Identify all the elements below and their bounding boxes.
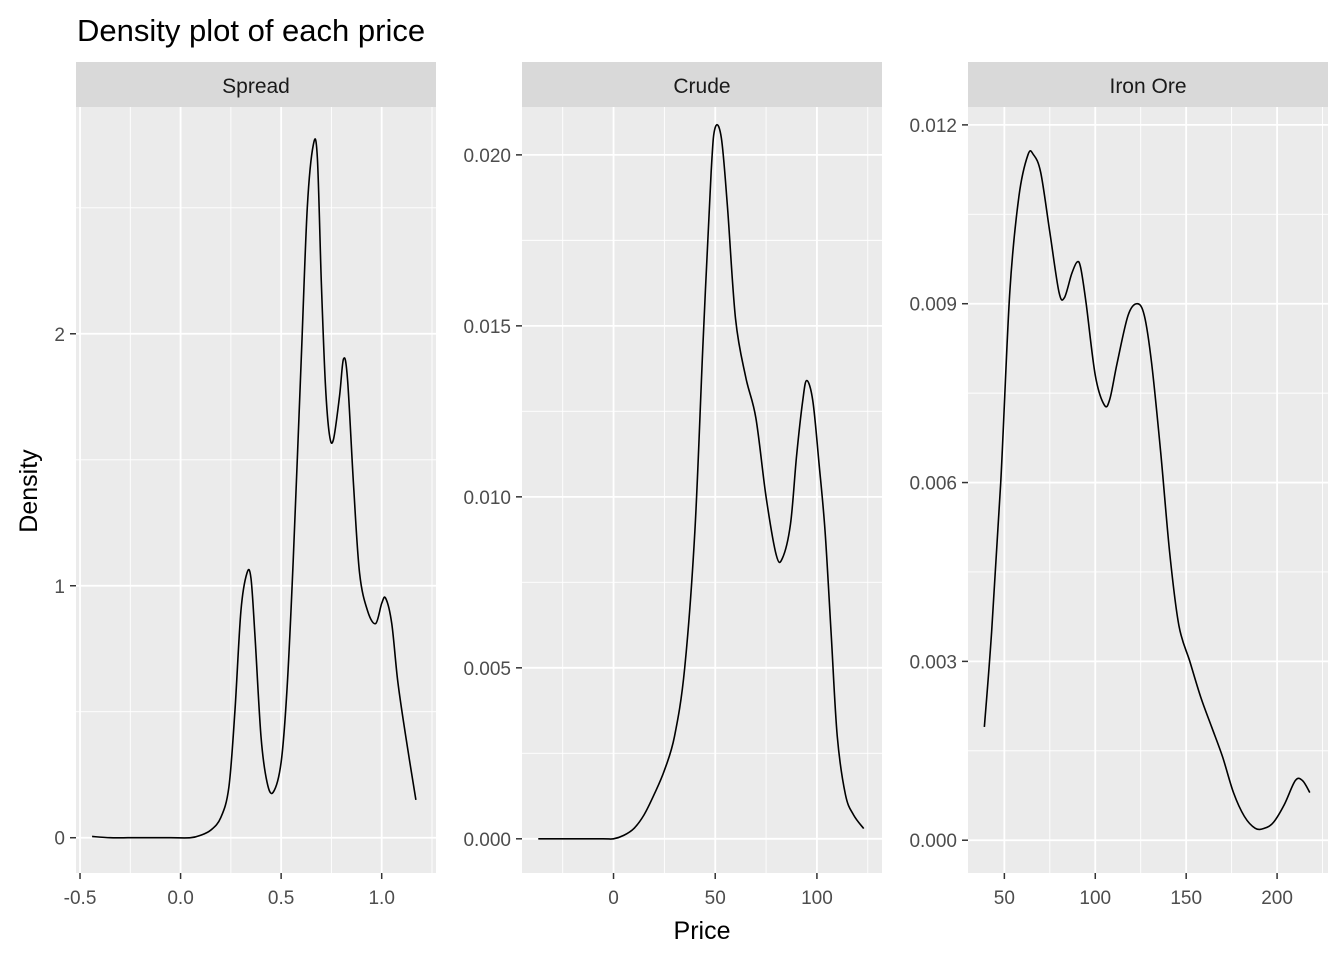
x-tick-label: 100 — [1079, 888, 1111, 909]
y-tick-label: 0.000 — [909, 831, 957, 852]
y-tick-label: 0.020 — [463, 146, 511, 167]
x-tick-label: 0.5 — [268, 888, 294, 909]
y-tick-label: 0.012 — [909, 116, 957, 137]
x-tick-label: -0.5 — [64, 888, 97, 909]
density-line-spread — [92, 138, 417, 839]
x-tick-label: 0 — [608, 888, 619, 909]
strip-iron-ore — [968, 62, 1328, 107]
y-tick-label: 0.005 — [463, 659, 511, 680]
panel-background-iron-ore — [968, 107, 1328, 873]
facet-panels: Spread -0.5 0.0 0.5 1.0 0 1 2 Crude 0 50 100 0.000 0.… — [54, 62, 1328, 909]
density-line-iron-ore — [983, 150, 1311, 831]
y-axis-title: Density — [15, 449, 43, 533]
chart-title: Density plot of each price — [77, 13, 425, 48]
x-tick-label: 100 — [801, 888, 833, 909]
strip-label-iron-ore: Iron Ore — [1109, 75, 1186, 98]
y-tick-label: 0.010 — [463, 488, 511, 509]
panel-iron-ore: Iron Ore 50 100 150 200 0.000 0.003 0.006 0.009 0… — [909, 62, 1328, 909]
x-tick-label: 50 — [705, 888, 726, 909]
x-tick-label: 150 — [1170, 888, 1202, 909]
y-tick-label: 0.015 — [463, 317, 511, 338]
panel-crude: Crude 0 50 100 0.000 0.005 0.010 0.015 0.020 — [463, 62, 882, 909]
x-tick-label: 0.0 — [167, 888, 193, 909]
y-tick-label: 0.000 — [463, 830, 511, 851]
y-tick-label: 0.003 — [909, 652, 957, 673]
strip-crude — [522, 62, 882, 107]
strip-spread — [76, 62, 436, 107]
x-tick-label: 1.0 — [368, 888, 394, 909]
x-axis-title: Price — [674, 917, 731, 945]
panel-spread: Spread -0.5 0.0 0.5 1.0 0 1 2 — [54, 62, 436, 909]
y-tick-label: 2 — [54, 325, 65, 346]
y-tick-label: 1 — [54, 577, 65, 598]
panel-background-spread — [76, 107, 436, 873]
strip-label-spread: Spread — [222, 75, 290, 98]
panel-background-crude — [522, 107, 882, 873]
density-line-crude — [538, 124, 865, 840]
x-tick-label: 200 — [1261, 888, 1293, 909]
x-tick-label: 50 — [994, 888, 1015, 909]
strip-label-crude: Crude — [673, 75, 730, 98]
y-tick-label: 0 — [54, 829, 65, 850]
y-tick-label: 0.009 — [909, 295, 957, 316]
y-tick-label: 0.006 — [909, 474, 957, 495]
